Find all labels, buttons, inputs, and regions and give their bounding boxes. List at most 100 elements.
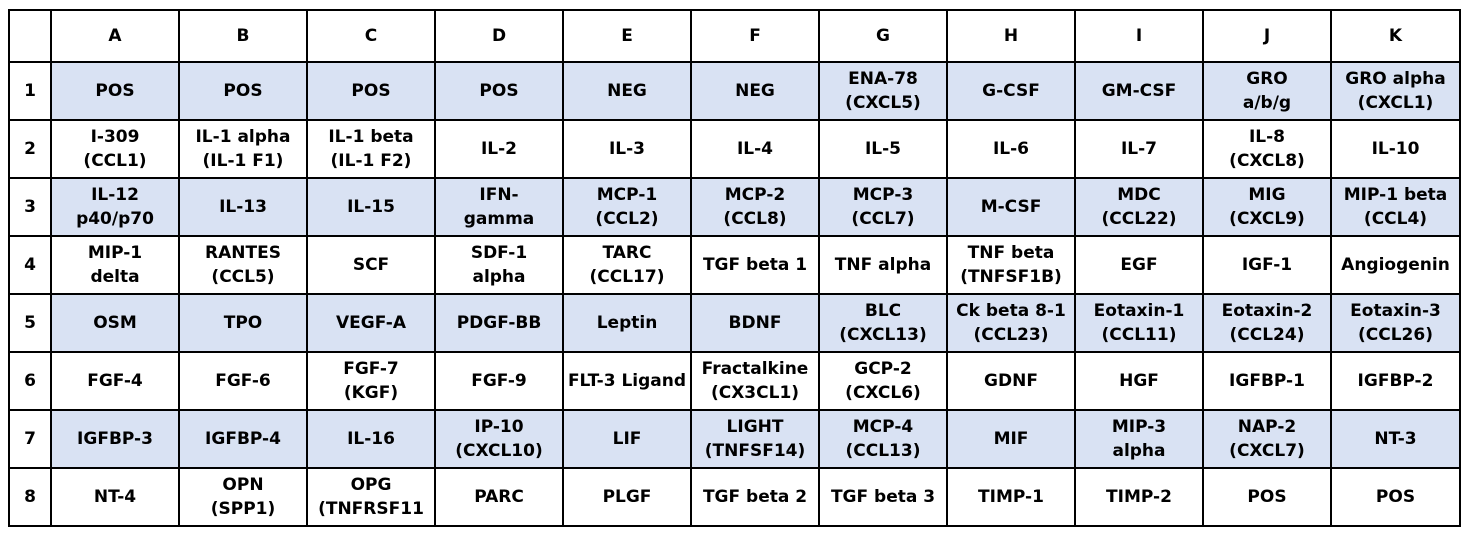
array-cell: IL-1 alpha (IL-1 F1) bbox=[178, 119, 308, 179]
cell-text-line: FLT-3 Ligand bbox=[567, 371, 687, 391]
array-cell: MIP-3 alpha bbox=[1074, 409, 1204, 469]
cell-text-line: MIP-1 bbox=[87, 243, 143, 263]
cell-text-line: IL-16 bbox=[347, 429, 395, 449]
array-cell: POS bbox=[1330, 467, 1461, 527]
array-cell: MIP-1 beta (CCL4) bbox=[1330, 177, 1461, 237]
row-label: 6 bbox=[8, 351, 52, 411]
cell-text-line: (CCL4) bbox=[1363, 209, 1428, 229]
cell-text-line: VEGF-A bbox=[335, 313, 407, 333]
cell-text-line: (IL-1 F1) bbox=[202, 151, 284, 171]
array-cell: MIF bbox=[946, 409, 1076, 469]
array-cell: IL-8 (CXCL8) bbox=[1202, 119, 1332, 179]
array-cell: EGF bbox=[1074, 235, 1204, 295]
array-cell: IL-3 bbox=[562, 119, 692, 179]
array-cell: G-CSF bbox=[946, 61, 1076, 121]
array-cell: IP-10 (CXCL10) bbox=[434, 409, 564, 469]
array-cell: TARC (CCL17) bbox=[562, 235, 692, 295]
table-row: 5 OSM TPO VEGF-A PDGF-BB Leptin BDNF BLC (CXCL13… bbox=[8, 293, 1461, 353]
cell-text-line: GDNF bbox=[984, 371, 1038, 391]
cell-text-line: IL-15 bbox=[347, 197, 395, 217]
cell-text-line: TNF beta bbox=[967, 243, 1055, 263]
cell-text-line: (CCL13) bbox=[845, 441, 921, 461]
array-cell: BDNF bbox=[690, 293, 820, 353]
cell-text-line: IGFBP-2 bbox=[1357, 371, 1434, 391]
array-cell: GDNF bbox=[946, 351, 1076, 411]
cell-text-line: Leptin bbox=[596, 313, 658, 333]
cell-text-line: (CCL22) bbox=[1101, 209, 1177, 229]
cell-text-line: PARC bbox=[474, 487, 524, 507]
cell-text-line: a/b/g bbox=[1242, 93, 1292, 113]
array-cell: IL-5 bbox=[818, 119, 948, 179]
cell-text-line: (CXCL13) bbox=[839, 325, 927, 345]
cell-text-line: Fractalkine bbox=[701, 359, 809, 379]
array-cell: POS bbox=[1202, 467, 1332, 527]
array-cell: GRO a/b/g bbox=[1202, 61, 1332, 121]
array-cell: GRO alpha (CXCL1) bbox=[1330, 61, 1461, 121]
column-header-a: A bbox=[50, 9, 180, 63]
cell-text-line: (CXCL9) bbox=[1229, 209, 1305, 229]
cell-text-line: FGF-7 bbox=[343, 359, 399, 379]
row-label: 3 bbox=[8, 177, 52, 237]
array-cell: LIF bbox=[562, 409, 692, 469]
cell-text-line: MDC bbox=[1117, 185, 1161, 205]
column-header-g: G bbox=[818, 9, 948, 63]
array-cell: Eotaxin-3 (CCL26) bbox=[1330, 293, 1461, 353]
array-cell: IL-4 bbox=[690, 119, 820, 179]
cell-text-line: (CXCL10) bbox=[455, 441, 543, 461]
array-cell: I-309 (CCL1) bbox=[50, 119, 180, 179]
row-label: 7 bbox=[8, 409, 52, 469]
array-cell: GM-CSF bbox=[1074, 61, 1204, 121]
cell-text-line: FGF-4 bbox=[87, 371, 143, 391]
array-cell: Angiogenin bbox=[1330, 235, 1461, 295]
array-cell: IL-7 bbox=[1074, 119, 1204, 179]
cell-text-line: Eotaxin-1 bbox=[1093, 301, 1185, 321]
cell-text-line: (CCL24) bbox=[1229, 325, 1305, 345]
table-row: 1 POS POS POS POS NEG NEG ENA-78 (CXCL5) G-CSF GM-… bbox=[8, 61, 1461, 121]
array-cell: PARC bbox=[434, 467, 564, 527]
cell-text-line: gamma bbox=[463, 209, 535, 229]
cell-text-line: (CCL7) bbox=[851, 209, 915, 229]
cell-text-line: Eotaxin-2 bbox=[1221, 301, 1313, 321]
cell-text-line: (CCL23) bbox=[973, 325, 1049, 345]
cell-text-line: (CCL1) bbox=[83, 151, 147, 171]
cell-text-line: MCP-1 bbox=[596, 185, 658, 205]
array-cell: M-CSF bbox=[946, 177, 1076, 237]
cell-text-line: GRO alpha bbox=[1345, 69, 1446, 89]
table-row: 2 I-309 (CCL1) IL-1 alpha (IL-1 F1) IL-1 beta… bbox=[8, 119, 1461, 179]
cell-text-line: BDNF bbox=[728, 313, 782, 333]
column-header-f: F bbox=[690, 9, 820, 63]
array-cell: NEG bbox=[690, 61, 820, 121]
array-cell: IGFBP-2 bbox=[1330, 351, 1461, 411]
array-cell: TGF beta 2 bbox=[690, 467, 820, 527]
cell-text-line: SDF-1 bbox=[470, 243, 528, 263]
array-cell: IL-6 bbox=[946, 119, 1076, 179]
cell-text-line: FGF-9 bbox=[471, 371, 527, 391]
array-cell: TNF beta (TNFSF1B) bbox=[946, 235, 1076, 295]
array-cell: OPN (SPP1) bbox=[178, 467, 308, 527]
array-cell: TIMP-2 bbox=[1074, 467, 1204, 527]
cell-text-line: (CXCL6) bbox=[845, 383, 921, 403]
array-cell: LIGHT (TNFSF14) bbox=[690, 409, 820, 469]
cell-text-line: IL-8 bbox=[1248, 127, 1286, 147]
cell-text-line: POS bbox=[351, 81, 391, 101]
cell-text-line: TPO bbox=[223, 313, 263, 333]
cell-text-line: TGF beta 1 bbox=[702, 255, 808, 275]
cell-text-line: IL-6 bbox=[992, 139, 1030, 159]
array-cell: IGFBP-4 bbox=[178, 409, 308, 469]
cell-text-line: (CXCL5) bbox=[845, 93, 921, 113]
cell-text-line: MIF bbox=[993, 429, 1029, 449]
array-cell: BLC (CXCL13) bbox=[818, 293, 948, 353]
cell-text-line: MCP-2 bbox=[724, 185, 786, 205]
table-row: 3 IL-12 p40/p70 IL-13 IL-15 IFN-gamma MCP-1 (CC… bbox=[8, 177, 1461, 237]
array-cell: Eotaxin-2 (CCL24) bbox=[1202, 293, 1332, 353]
array-cell: GCP-2 (CXCL6) bbox=[818, 351, 948, 411]
cell-text-line: G-CSF bbox=[982, 81, 1040, 101]
column-header-j: J bbox=[1202, 9, 1332, 63]
cell-text-line: MIP-3 bbox=[1111, 417, 1167, 437]
row-label: 8 bbox=[8, 467, 52, 527]
cell-text-line: IL-13 bbox=[219, 197, 267, 217]
array-cell: FGF-6 bbox=[178, 351, 308, 411]
cell-text-line: POS bbox=[1247, 487, 1287, 507]
